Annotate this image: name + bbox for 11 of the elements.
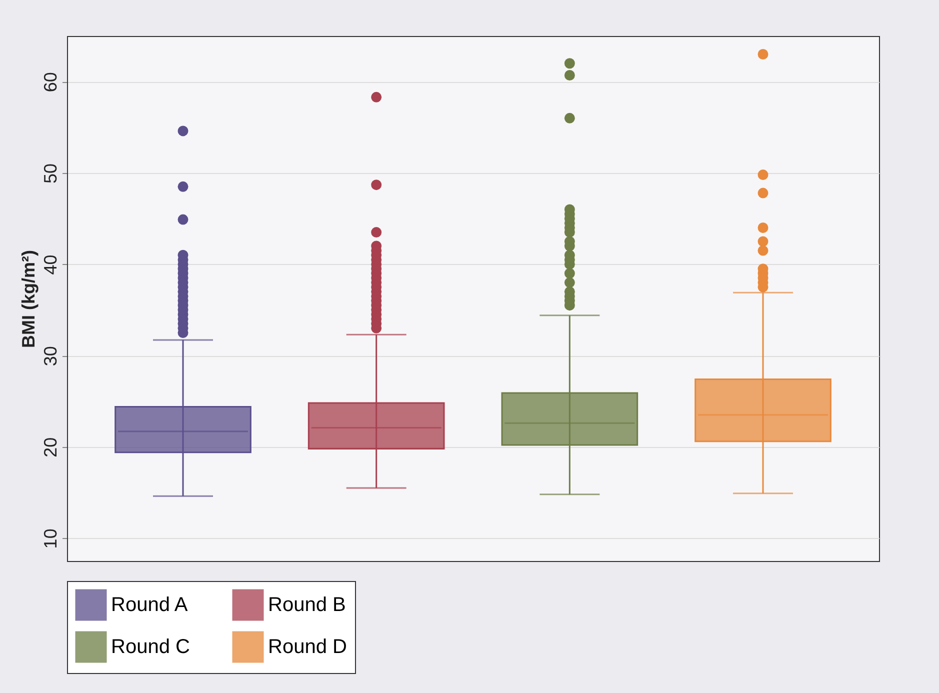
y-tick-label: 10 [40,528,60,549]
legend-label: Round C [111,636,190,658]
y-tick-label: 30 [40,346,60,366]
legend-label: Round D [268,636,347,658]
y-tick-label: 40 [40,254,60,275]
legend-label: Round A [111,594,188,616]
y-tick-label: 20 [40,437,60,458]
y-tick-label: 60 [40,72,60,92]
y-axis-title: BMI (kg/m²) [18,250,38,348]
legend-label: Round B [268,594,346,616]
y-tick-label: 50 [40,163,60,184]
